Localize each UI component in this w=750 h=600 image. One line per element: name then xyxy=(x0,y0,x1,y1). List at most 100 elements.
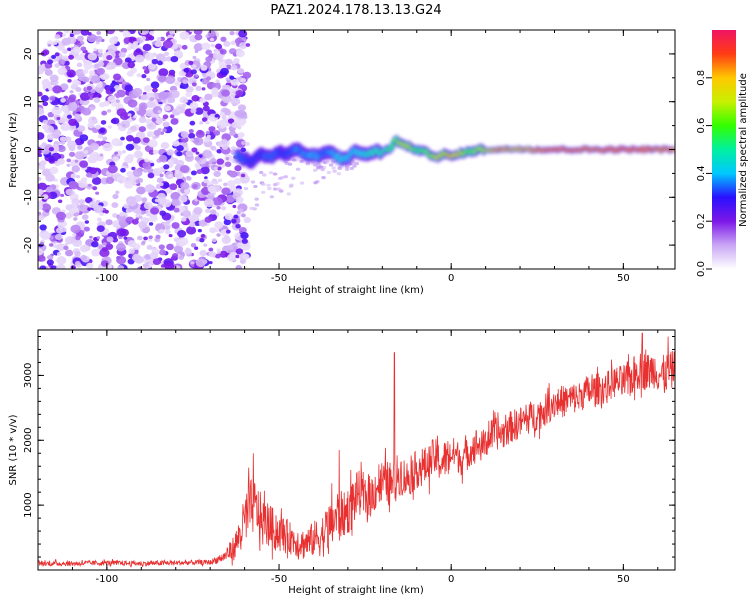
spectrogram-noise-blob xyxy=(220,36,227,42)
spectrogram-noise-blob xyxy=(232,204,237,209)
colorbar: 0.0 0.2 0.4 0.6 0.8 Normalized spectral ampl… xyxy=(696,30,749,277)
spectrogram-noise-blob xyxy=(211,87,219,94)
spectrogram-noise-blob xyxy=(221,206,227,211)
spectrogram-noise-blob xyxy=(208,251,216,258)
spectrogram-noise-blob xyxy=(194,74,199,78)
spectrogram-noise-blob xyxy=(178,255,185,260)
spectrogram-y-tick-label: 20 xyxy=(23,48,34,61)
spectrogram-noise-blob xyxy=(63,245,69,251)
spectrogram-noise-blob xyxy=(113,85,121,91)
spectrogram-scatter-blob xyxy=(312,168,318,172)
spectrogram-noise-blob xyxy=(157,60,163,66)
spectrogram-noise-blob xyxy=(45,78,49,82)
spectrogram-noise-blob xyxy=(144,52,155,61)
snr-x-axis: -100 -50 0 50 xyxy=(37,330,659,585)
spectrogram-noise-blob xyxy=(75,86,82,92)
spectrogram-noise-blob xyxy=(120,225,126,230)
spectrogram-noise-blob xyxy=(183,189,189,193)
spectrogram-noise-blob xyxy=(96,217,102,222)
spectrogram-noise-blob xyxy=(85,172,92,178)
spectrogram-scatter-blob xyxy=(299,159,304,164)
spectrogram-noise-blob xyxy=(99,153,104,157)
spectrogram-noise-blob xyxy=(93,47,98,52)
spectrogram-noise-blob xyxy=(93,204,104,214)
spectrogram-noise-blob xyxy=(67,102,78,111)
spectrogram-noise-blob xyxy=(109,87,116,93)
spectrogram-noise-blob xyxy=(235,265,242,269)
spectrogram-noise-blob xyxy=(48,147,55,152)
spectrogram-scatter-blob xyxy=(336,172,342,176)
spectrogram-noise-blob xyxy=(229,130,236,136)
spectrogram-noise-blob xyxy=(84,197,93,204)
spectrogram-noise-blob xyxy=(65,213,72,219)
spectrogram-noise-blob xyxy=(170,256,176,260)
spectrogram-scatter-blob xyxy=(266,183,271,187)
spectrogram-noise-blob xyxy=(60,97,66,103)
spectrogram-noise-blob xyxy=(81,107,92,116)
spectrogram-noise-blob xyxy=(151,117,157,122)
spectrogram-noise-blob xyxy=(131,166,136,171)
spectrogram-noise-blob xyxy=(97,134,104,139)
spectrogram-noise-blob xyxy=(190,261,195,265)
spectrogram-noise-blob xyxy=(224,213,233,220)
spectrogram-noise-blob xyxy=(159,210,167,216)
spectrogram-noise-blob xyxy=(45,186,54,194)
spectrogram-noise-blob xyxy=(216,120,227,129)
spectrogram-x-tick-label: -100 xyxy=(96,273,119,284)
spectrogram-noise-blob xyxy=(67,47,72,52)
spectrogram-scatter-blob xyxy=(352,164,357,168)
spectrogram-noise-blob xyxy=(195,130,205,138)
spectrogram-noise-blob xyxy=(55,233,63,241)
spectrogram-noise-blob xyxy=(230,146,236,150)
spectrogram-noise-blob xyxy=(40,50,48,57)
spectrogram-noise-blob xyxy=(213,166,218,171)
spectrogram-noise-blob xyxy=(189,30,195,33)
spectrogram-noise-blob xyxy=(185,150,194,158)
spectrogram-scatter-blob xyxy=(258,170,264,175)
spectrogram-x-axis: -100 -50 0 50 xyxy=(37,30,659,284)
spectrogram-noise-blob xyxy=(120,120,131,129)
spectrogram-noise-blob xyxy=(127,61,136,69)
spectrogram-noise-blob xyxy=(134,54,145,63)
spectrogram-noise-blob xyxy=(145,118,152,124)
spectrogram-y-axis: -20 -10 0 10 20 xyxy=(23,29,675,270)
spectrogram-noise-blob xyxy=(93,97,101,104)
spectrogram-noise-blob xyxy=(106,54,113,61)
spectrogram-noise-blob xyxy=(128,248,135,254)
spectrogram-noise-blob xyxy=(221,115,227,120)
spectrogram-noise-blob xyxy=(128,175,135,181)
spectrogram-noise-blob xyxy=(146,132,152,137)
spectrogram-noise-blob xyxy=(190,69,197,75)
spectrogram-noise-blob xyxy=(133,115,138,119)
spectrogram-noise-blob xyxy=(38,66,45,75)
spectrogram-noise-blob xyxy=(188,213,199,223)
spectrogram-noise-blob xyxy=(38,182,48,191)
spectrogram-noise-blob xyxy=(138,126,146,133)
spectrogram-noise-blob xyxy=(68,118,78,127)
spectrogram-noise-blob xyxy=(165,56,173,62)
spectrogram-noise-blob xyxy=(209,209,217,215)
spectrogram-noise-blob xyxy=(38,153,43,158)
spectrogram-noise-blob xyxy=(95,35,103,43)
spectrogram-noise-blob xyxy=(162,40,173,49)
spectrogram-noise-blob xyxy=(190,138,195,142)
spectrogram-scatter-blob xyxy=(318,165,324,169)
spectrogram-noise-blob xyxy=(201,117,208,122)
spectrogram-noise-blob xyxy=(88,70,96,76)
spectrogram-noise-blob xyxy=(103,100,110,107)
spectrogram-noise-blob xyxy=(134,150,143,158)
spectrogram-scatter-blob xyxy=(253,184,258,189)
spectrogram-noise-blob xyxy=(196,169,203,175)
spectrogram-noise-blob xyxy=(159,229,165,234)
spectrogram-noise-blob xyxy=(216,149,222,154)
spectrogram-noise-blob xyxy=(135,179,141,184)
spectrogram-scatter-blob xyxy=(250,180,256,184)
spectrogram-noise-blob xyxy=(148,62,157,70)
spectrogram-noise-blob xyxy=(102,73,110,80)
spectrogram-noise-blob xyxy=(45,209,50,213)
spectrogram-noise-blob xyxy=(180,131,189,138)
spectrogram-noise-blob xyxy=(75,69,85,77)
spectrogram-noise-blob xyxy=(234,165,242,172)
spectrogram-noise-blob xyxy=(194,156,201,161)
spectrogram-noise-blob xyxy=(107,44,118,53)
